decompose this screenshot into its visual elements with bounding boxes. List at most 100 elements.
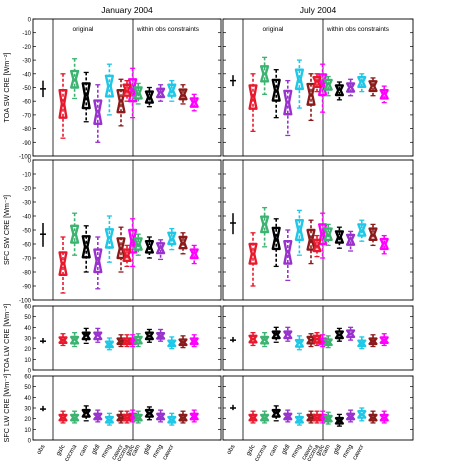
box-glyph bbox=[133, 237, 143, 251]
x-tick-label: obs bbox=[226, 444, 237, 456]
box-cawcr bbox=[178, 410, 188, 424]
box-cam bbox=[271, 218, 281, 268]
box-gsfc bbox=[312, 332, 322, 347]
x-tick-label: cawcr bbox=[161, 444, 175, 462]
y-tick-label: -60 bbox=[22, 243, 31, 249]
box-gfdl bbox=[156, 328, 166, 342]
box-extra bbox=[318, 63, 328, 113]
box-glyph bbox=[368, 80, 378, 93]
box-glyph bbox=[334, 330, 344, 340]
box-glyph bbox=[189, 248, 199, 260]
y-tick-label: -40 bbox=[22, 72, 31, 78]
box-glyph bbox=[368, 227, 378, 241]
box-glyph bbox=[312, 238, 322, 253]
box-glyph bbox=[144, 90, 154, 104]
x-tick-label: gsfc bbox=[314, 444, 326, 458]
y-tick-label: -30 bbox=[22, 201, 31, 207]
y-tick-label: 0 bbox=[28, 159, 32, 165]
box-glyph bbox=[271, 408, 281, 418]
box-gfdl bbox=[283, 409, 293, 423]
box-gsfc bbox=[58, 236, 68, 294]
y-tick-label: -100 bbox=[19, 299, 32, 305]
x-tick-label: gsfc bbox=[124, 444, 136, 458]
box-mmg bbox=[167, 336, 177, 350]
box-gfdl bbox=[346, 326, 356, 341]
box-glyph bbox=[271, 78, 281, 102]
box-glyph bbox=[178, 235, 188, 250]
box-extra bbox=[127, 67, 138, 119]
box-glyph bbox=[346, 82, 356, 93]
group-label-original: original bbox=[73, 26, 95, 33]
box-glyph bbox=[379, 237, 389, 251]
box-glyph bbox=[189, 337, 199, 346]
panel-frame bbox=[222, 159, 414, 301]
box-glyph bbox=[144, 408, 154, 418]
box-glyph bbox=[122, 337, 132, 346]
box-gfdl bbox=[93, 409, 103, 423]
box-extra bbox=[189, 409, 199, 423]
box-cccma bbox=[260, 410, 270, 424]
box-glyph bbox=[81, 331, 91, 341]
box-glyph bbox=[379, 413, 389, 422]
box-glyph bbox=[93, 99, 103, 126]
y-tick-label: -50 bbox=[22, 229, 31, 235]
column-title: July 2004 bbox=[300, 5, 337, 15]
box-glyph bbox=[189, 97, 199, 108]
box-cawcr bbox=[116, 78, 126, 127]
column-title: January 2004 bbox=[101, 5, 153, 15]
box-glyph bbox=[122, 413, 132, 422]
box-mmg bbox=[104, 215, 114, 263]
x-tick-label: cccma bbox=[63, 443, 78, 463]
y-tick-label: 30 bbox=[24, 337, 31, 343]
box-gsfc bbox=[248, 232, 258, 287]
y-tick-label: -100 bbox=[19, 155, 32, 161]
box-glyph bbox=[368, 337, 378, 346]
box-glyph bbox=[104, 340, 114, 349]
box-cam bbox=[334, 226, 344, 249]
box-glyph bbox=[70, 69, 80, 89]
y-axis-label: TOA SW CRE [Wm⁻²] bbox=[2, 53, 11, 123]
box-glyph bbox=[283, 412, 293, 421]
box-mmg bbox=[294, 412, 304, 426]
y-tick-label: -10 bbox=[22, 173, 31, 179]
box-gsfc bbox=[312, 73, 322, 93]
x-tick-label: gfdl bbox=[332, 444, 343, 456]
panel bbox=[222, 375, 414, 441]
box-cccma bbox=[70, 58, 80, 100]
box-mmg bbox=[294, 209, 304, 256]
box-glyph bbox=[260, 215, 270, 234]
box-mmg bbox=[357, 336, 367, 350]
box-glyph bbox=[323, 338, 333, 347]
obs-marker bbox=[40, 405, 46, 412]
box-glyph bbox=[294, 68, 304, 91]
y-tick-label: 0 bbox=[28, 18, 32, 24]
box-glyph bbox=[167, 83, 177, 97]
box-glyph bbox=[58, 89, 68, 119]
box-glyph bbox=[346, 233, 356, 246]
box-cccma bbox=[260, 56, 270, 95]
x-tick-label: obs bbox=[36, 444, 47, 456]
panel-frame bbox=[32, 159, 222, 301]
box-gfdl bbox=[346, 230, 356, 252]
panel bbox=[222, 159, 414, 301]
x-tick-label: gsfc bbox=[245, 444, 257, 458]
box-glyph bbox=[70, 413, 80, 422]
box-glyph bbox=[357, 339, 367, 348]
box-glyph bbox=[271, 226, 281, 251]
box-gsfc bbox=[122, 80, 132, 102]
y-tick-label: -50 bbox=[22, 86, 31, 92]
box-glyph bbox=[127, 78, 138, 103]
box-extra bbox=[189, 334, 199, 348]
box-gfdl bbox=[283, 80, 293, 137]
box-extra bbox=[379, 234, 389, 255]
box-mmg bbox=[167, 80, 177, 102]
box-glyph bbox=[357, 410, 367, 419]
box-gfdl bbox=[93, 327, 103, 343]
box-glyph bbox=[93, 248, 103, 274]
box-glyph bbox=[81, 235, 91, 259]
box-glyph bbox=[156, 87, 166, 99]
y-tick-label: 0 bbox=[28, 369, 32, 375]
box-glyph bbox=[260, 335, 270, 345]
box-cawcr bbox=[368, 223, 378, 247]
box-glyph bbox=[379, 336, 389, 344]
